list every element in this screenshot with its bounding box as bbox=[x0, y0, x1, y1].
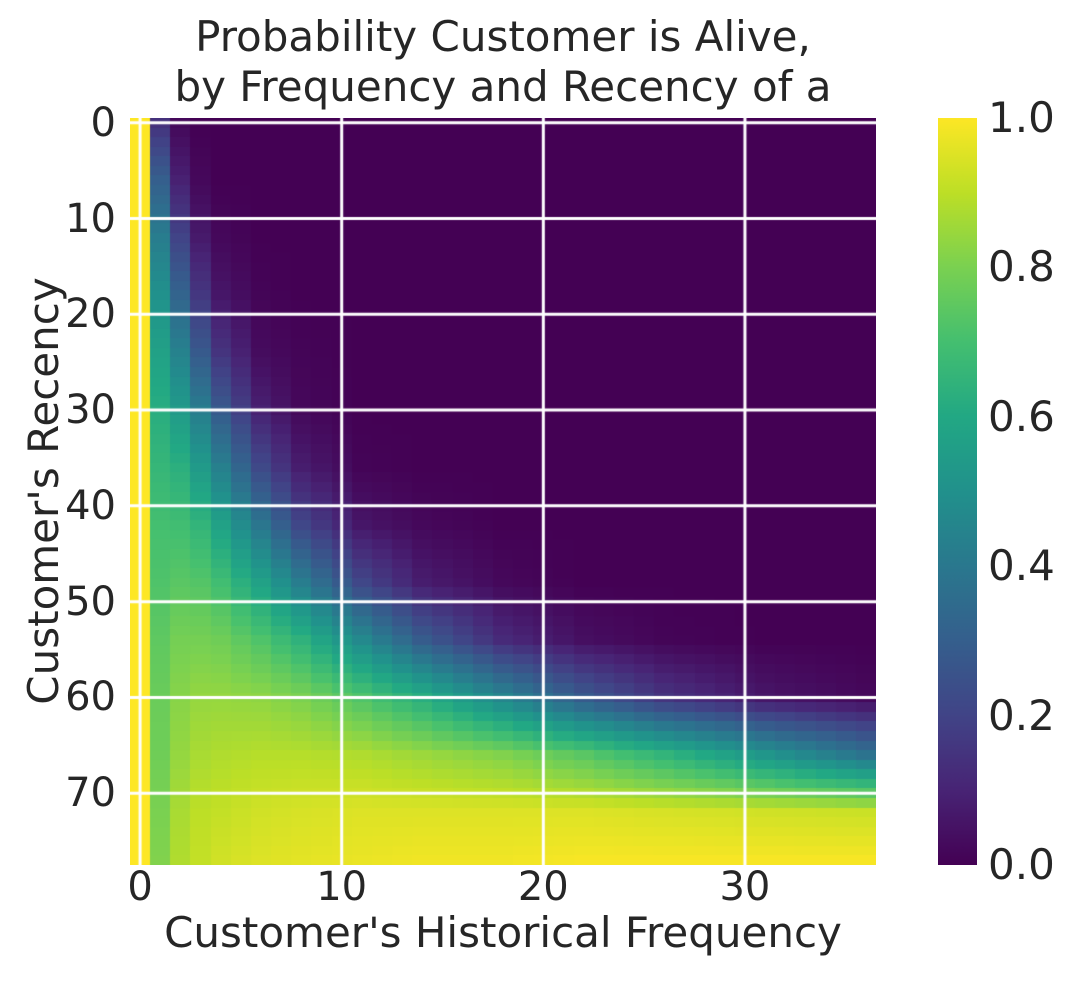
x-tick-label: 20 bbox=[517, 864, 569, 910]
y-tick-label: 70 bbox=[65, 770, 116, 817]
y-tick-label: 60 bbox=[65, 674, 116, 721]
colorbar-tick-label: 0.0 bbox=[988, 840, 1055, 889]
colorbar-tick-label: 1.0 bbox=[988, 93, 1055, 142]
colorbar-tick-label: 0.2 bbox=[988, 690, 1055, 740]
y-tick-label: 40 bbox=[65, 482, 116, 529]
colorbar-tick-label: 0.4 bbox=[988, 541, 1055, 591]
heatmap-canvas bbox=[130, 118, 876, 865]
x-tick-label: 10 bbox=[316, 864, 368, 910]
y-tick-label: 10 bbox=[65, 195, 116, 242]
y-tick-label: 30 bbox=[65, 387, 116, 434]
colorbar-tick-label: 0.8 bbox=[988, 242, 1055, 292]
colorbar bbox=[938, 118, 977, 865]
x-tick-label: 0 bbox=[127, 864, 153, 910]
x-tick-label: 30 bbox=[719, 864, 771, 910]
y-tick-label: 0 bbox=[90, 99, 116, 146]
x-axis-label: Customer's Historical Frequency bbox=[164, 908, 842, 957]
colorbar-tick-label: 0.6 bbox=[988, 391, 1055, 441]
y-tick-label: 20 bbox=[65, 291, 116, 338]
y-tick-label: 50 bbox=[65, 578, 116, 625]
